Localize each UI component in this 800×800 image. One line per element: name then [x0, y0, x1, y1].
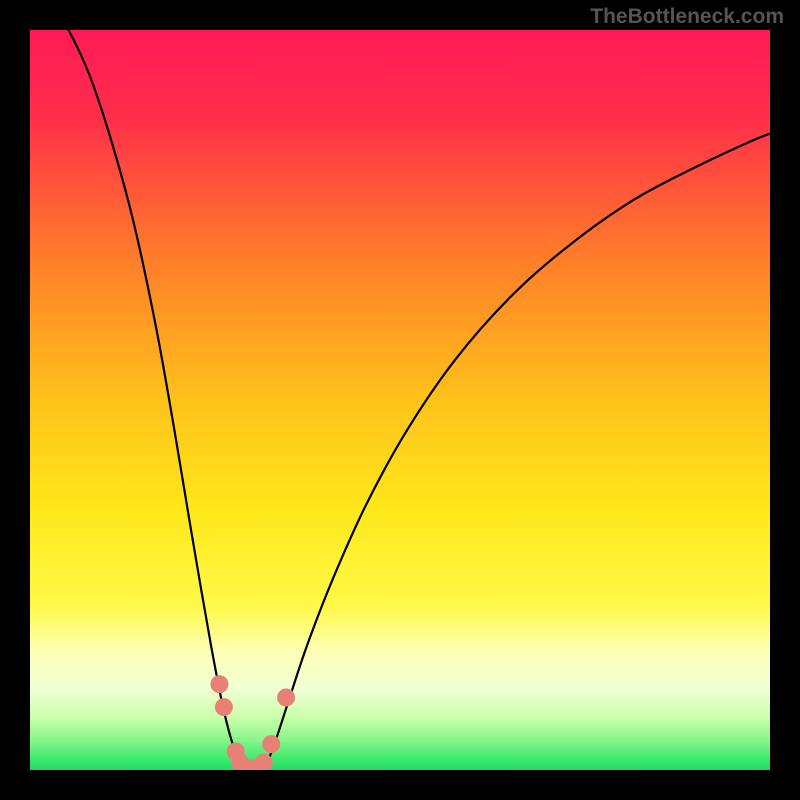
bottleneck-chart	[0, 0, 800, 800]
chart-container: TheBottleneck.com	[0, 0, 800, 800]
data-point	[255, 754, 273, 772]
data-point	[277, 688, 295, 706]
data-point	[215, 698, 233, 716]
watermark-text: TheBottleneck.com	[590, 5, 784, 29]
data-point	[262, 735, 280, 753]
plot-background-gradient	[30, 30, 770, 770]
data-point	[210, 675, 228, 693]
